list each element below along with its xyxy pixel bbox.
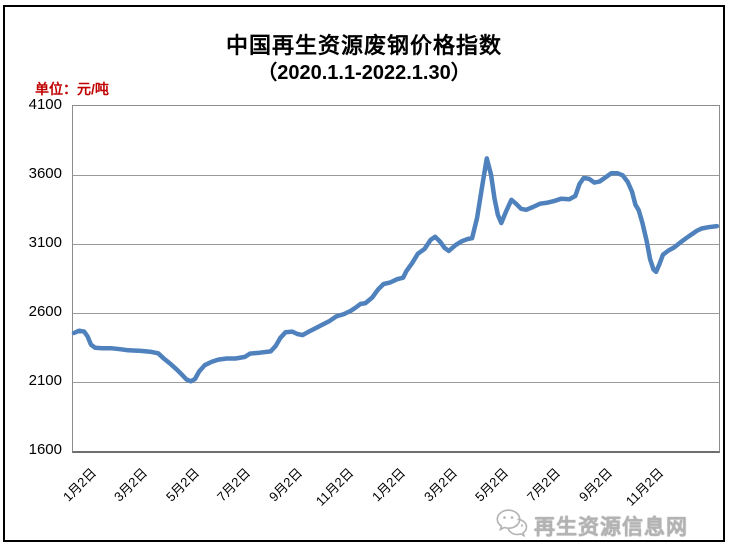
plot-area xyxy=(71,105,720,453)
gridline-y-3600 xyxy=(73,175,719,176)
y-axis-tick-label: 2100 xyxy=(28,372,62,389)
y-axis-tick-label: 3600 xyxy=(28,165,62,182)
chart-subtitle: （2020.1.1-2022.1.30） xyxy=(257,62,471,84)
watermark: 再生资源信息网 xyxy=(495,508,688,543)
y-axis-tick-label: 1600 xyxy=(28,441,62,458)
y-axis-tick-label: 4100 xyxy=(28,96,62,113)
y-axis-tick-label: 3100 xyxy=(28,234,62,251)
gridline-y-2600 xyxy=(73,313,719,314)
gridline-y-2100 xyxy=(73,382,719,383)
wechat-icon xyxy=(495,508,529,543)
gridline-y-3100 xyxy=(73,244,719,245)
price-index-line-chart xyxy=(71,156,720,384)
chart-title: 中国再生资源废钢价格指数 xyxy=(225,33,502,58)
watermark-text: 再生资源信息网 xyxy=(534,515,688,539)
price-index-series-line xyxy=(71,156,720,384)
y-axis-tick-label: 2600 xyxy=(28,303,62,320)
y-axis-unit-label: 单位：元/吨 xyxy=(35,81,109,97)
